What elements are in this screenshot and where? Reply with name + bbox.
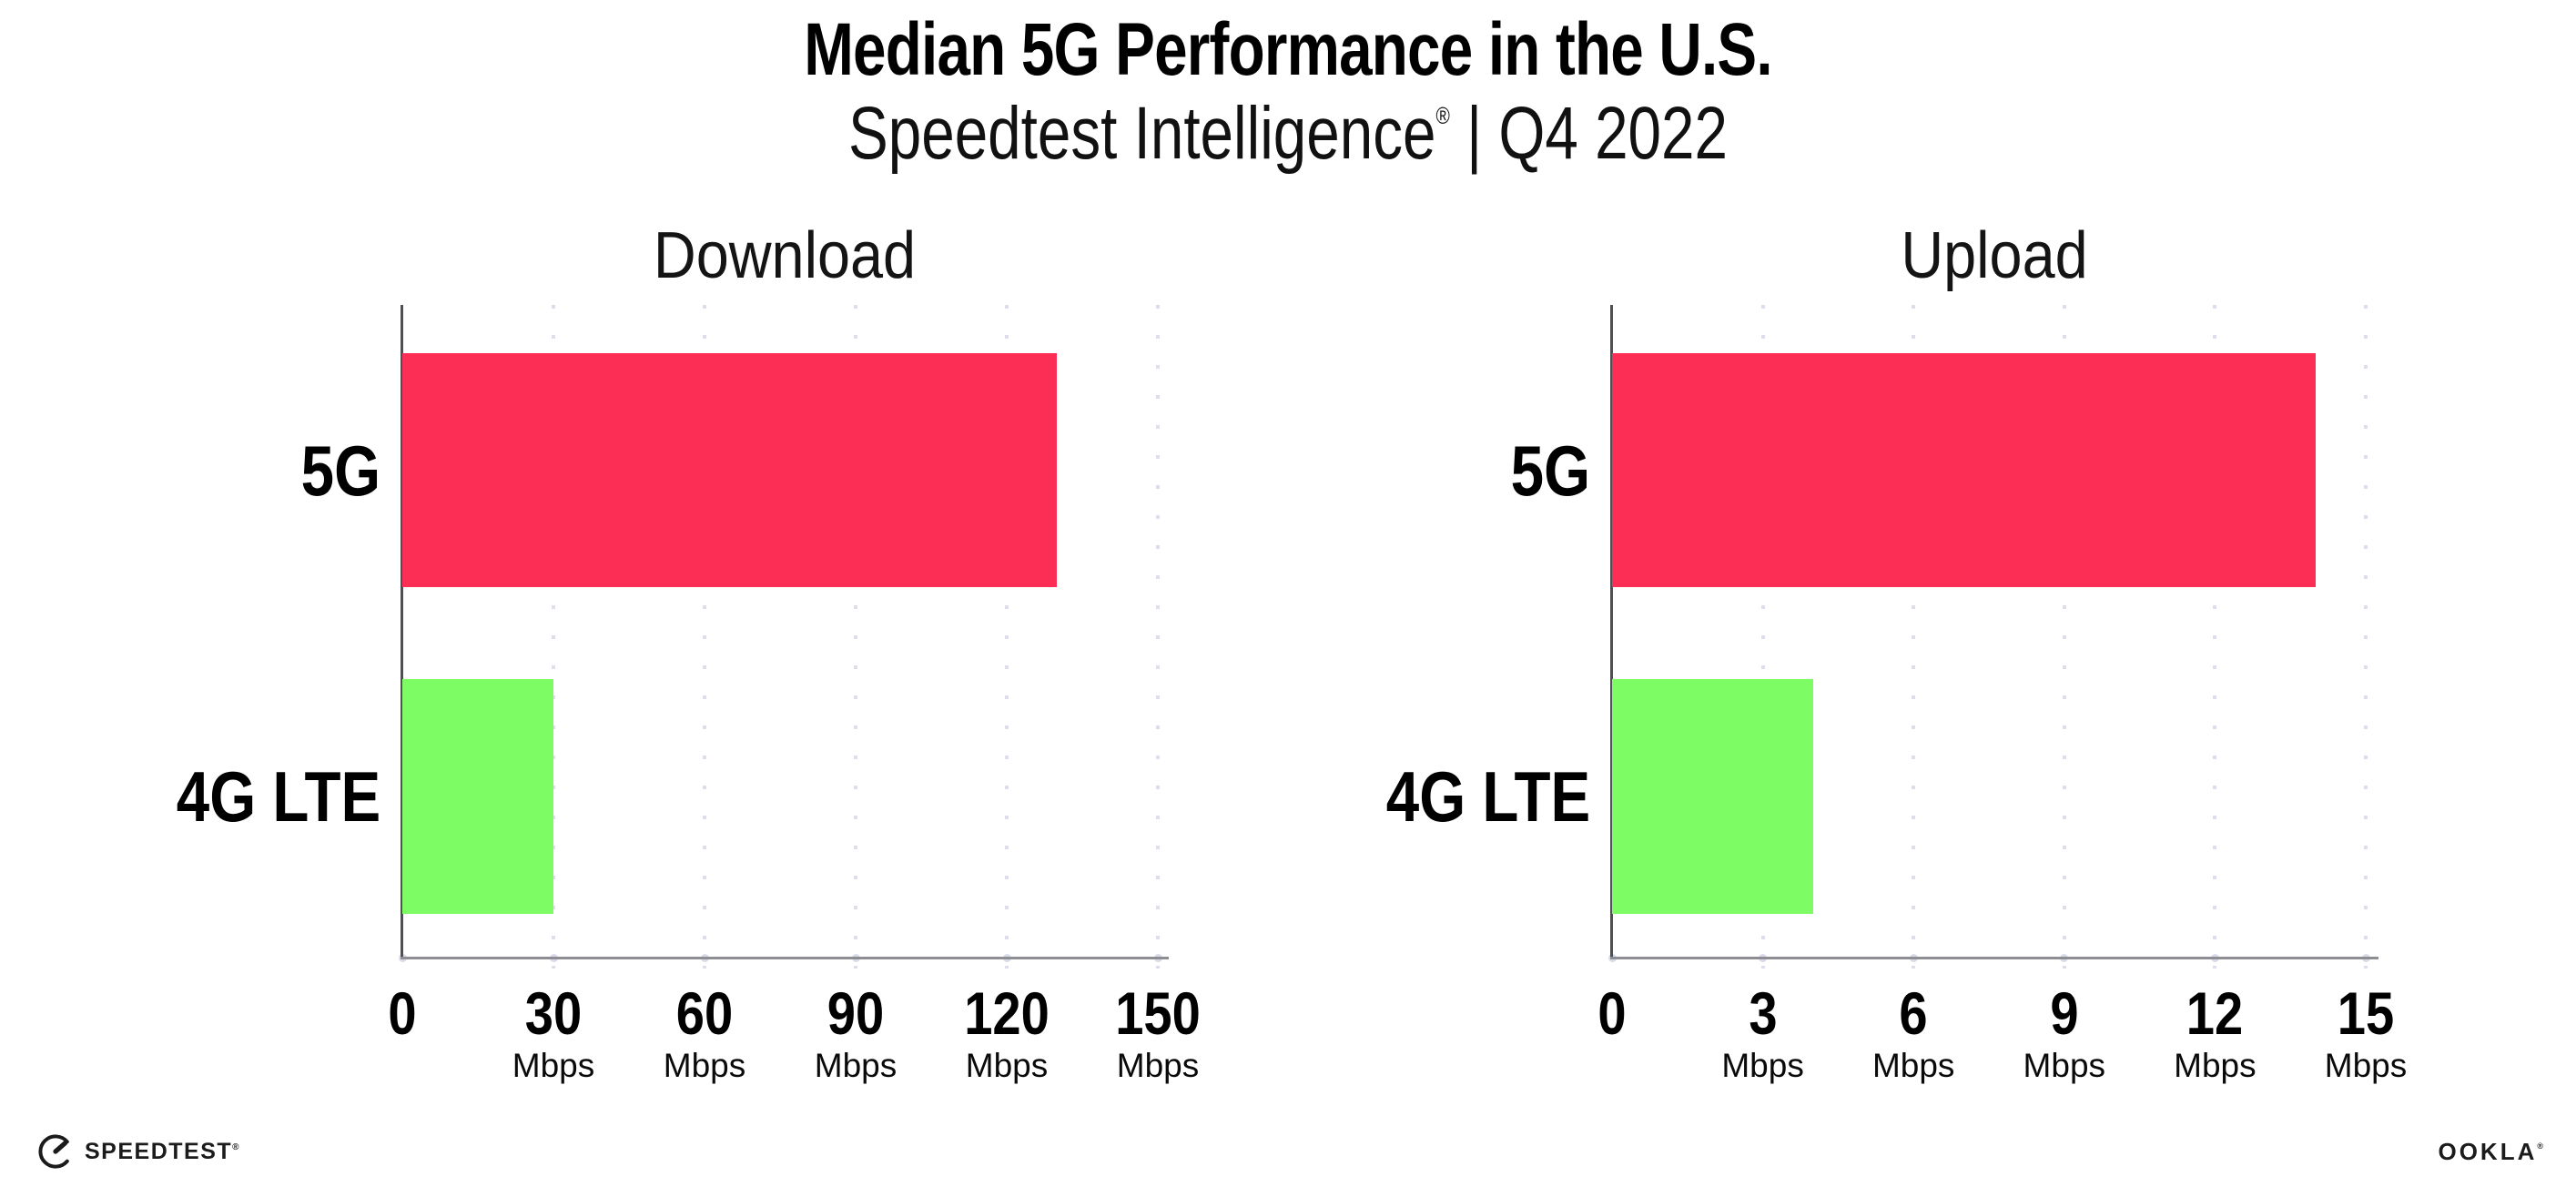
subtitle-period: | Q4 2022	[1449, 92, 1729, 175]
tick-label: 0	[388, 979, 417, 1047]
gridline	[703, 305, 706, 969]
registered-mark: ®	[1435, 102, 1450, 129]
tick-label: 30	[524, 979, 583, 1047]
ookla-logo: OOKLA®	[2438, 1140, 2543, 1163]
subtitle: Speedtest Intelligence® | Q4 2022	[258, 96, 2318, 171]
category-label-4g-lte: 4G LTE	[176, 756, 380, 837]
gridline	[2364, 305, 2368, 969]
tick-label: 150	[1115, 979, 1201, 1047]
ookla-wordmark: OOKLA®	[2438, 1138, 2543, 1165]
gridline	[1760, 305, 1765, 969]
tick-label: 15	[2337, 979, 2395, 1047]
registered-mark: ®	[232, 1141, 239, 1152]
tick-unit-label: Mbps	[965, 1047, 1049, 1084]
category-label-5g: 5G	[300, 430, 380, 511]
speedtest-gauge-icon	[38, 1134, 69, 1169]
y-axis-line	[1610, 305, 1613, 957]
tick-label: 90	[827, 979, 885, 1047]
bar-5g-download	[402, 353, 1058, 587]
x-axis-line	[401, 957, 1169, 959]
chart-title-download: Download	[653, 219, 917, 292]
tick-unit-label: Mbps	[1116, 1047, 1200, 1084]
y-axis-line	[401, 305, 403, 957]
bar-5g-upload	[1612, 353, 2316, 587]
tick-unit-label: Mbps	[2023, 1047, 2106, 1084]
tick-unit-label: Mbps	[2174, 1047, 2257, 1084]
tick-label: 3	[1748, 979, 1778, 1047]
gridline	[2213, 305, 2217, 969]
gridline	[854, 305, 857, 969]
tick-unit-label: Mbps	[1721, 1047, 1804, 1084]
x-axis-line	[1610, 957, 2378, 959]
tick-label: 60	[675, 979, 734, 1047]
tick-unit-label: Mbps	[512, 1047, 595, 1084]
category-label-5g: 5G	[1510, 430, 1590, 511]
tick-unit-label: Mbps	[814, 1047, 898, 1084]
bar-4g-lte-download	[402, 679, 553, 914]
tick-label: 6	[1899, 979, 1928, 1047]
subtitle-brand: Speedtest Intelligence	[847, 92, 1436, 175]
gridline	[2062, 305, 2066, 969]
tick-unit-label: Mbps	[2324, 1047, 2408, 1084]
gridline	[1156, 305, 1160, 969]
tick-unit-label: Mbps	[1871, 1047, 1955, 1084]
gridline	[1912, 305, 1916, 969]
gridline	[1005, 305, 1009, 969]
speedtest-wordmark: SPEEDTEST®	[85, 1138, 239, 1164]
category-label-4g-lte: 4G LTE	[1385, 756, 1590, 837]
tick-label: 0	[1597, 979, 1627, 1047]
speedtest-logo: SPEEDTEST®	[36, 1132, 239, 1171]
page-title: Median 5G Performance in the U.S.	[804, 8, 1772, 91]
gridline	[552, 305, 555, 969]
bar-4g-lte-upload	[1612, 679, 1813, 914]
registered-mark: ®	[2537, 1141, 2543, 1151]
tick-label: 12	[2186, 979, 2244, 1047]
tick-label: 120	[964, 979, 1050, 1047]
tick-label: 9	[2050, 979, 2079, 1047]
tick-unit-label: Mbps	[663, 1047, 746, 1084]
chart-title-upload: Upload	[1901, 219, 2088, 292]
